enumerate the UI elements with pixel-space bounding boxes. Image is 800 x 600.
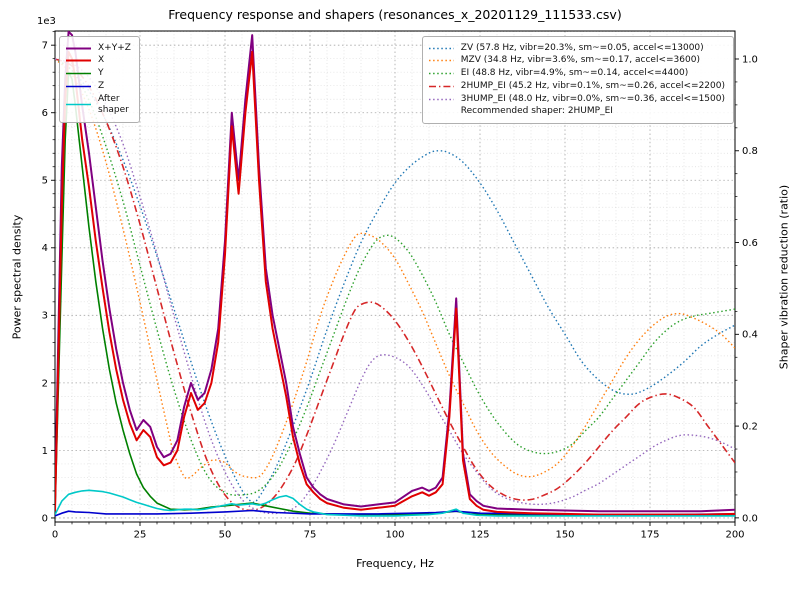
svg-text:5: 5: [42, 176, 48, 187]
svg-text:75: 75: [304, 530, 317, 541]
series-psd-after-shaper: [55, 489, 735, 517]
legend-item-label: X: [98, 55, 105, 66]
svg-text:3: 3: [42, 311, 48, 322]
y-axis-label-right: Shaper vibration reduction (ratio): [777, 184, 791, 370]
svg-text:2: 2: [42, 378, 48, 389]
svg-text:0.4: 0.4: [742, 330, 758, 341]
svg-text:1.0: 1.0: [742, 54, 758, 65]
svg-text:50: 50: [219, 530, 232, 541]
svg-text:0.6: 0.6: [742, 238, 758, 249]
legend-item-label: MZV (34.8 Hz, vibr=3.6%, sm~=0.17, accel…: [460, 55, 700, 66]
legend-item-label: 3HUMP_EI (48.0 Hz, vibr=0.0%, sm~=0.36, …: [460, 93, 725, 104]
series-shaper-mzv: [55, 58, 735, 480]
svg-text:0.8: 0.8: [742, 146, 758, 157]
legend-item: X+Y+Z: [65, 43, 131, 54]
svg-text:0: 0: [42, 513, 48, 524]
chart-title: Frequency response and shapers (resonanc…: [168, 7, 622, 22]
legend-item-label: After shaper: [98, 93, 129, 115]
svg-text:4: 4: [42, 243, 48, 254]
legend-line-sample: [66, 59, 91, 62]
legend-line-sample: [66, 103, 91, 106]
legend-line-sample: [428, 47, 454, 49]
y-axis-offset-text: 1e3: [37, 16, 56, 27]
svg-text:0: 0: [52, 530, 58, 541]
series-shaper-3hump-ei: [55, 58, 735, 515]
legend-item: Z: [65, 81, 131, 92]
legend-item: X: [65, 55, 131, 66]
legend-item: Y: [65, 68, 131, 79]
legend-item: 3HUMP_EI (48.0 Hz, vibr=0.0%, sm~=0.36, …: [428, 94, 725, 105]
svg-text:125: 125: [470, 530, 489, 541]
svg-text:0.0: 0.0: [742, 513, 758, 524]
svg-text:175: 175: [640, 530, 659, 541]
x-axis-label: Frequency, Hz: [356, 557, 434, 570]
legend-line-sample: [66, 47, 91, 50]
legend-line-sample: [66, 72, 91, 75]
legend-item: After shaper: [65, 94, 131, 117]
legend-line-sample: [66, 85, 91, 88]
series-psd-x: [55, 50, 735, 516]
legend-item-label: 2HUMP_EI (45.2 Hz, vibr=0.1%, sm~=0.26, …: [460, 80, 725, 91]
svg-text:150: 150: [555, 530, 574, 541]
y-axis-label-left: Power spectral density: [10, 214, 24, 340]
legend-item: MZV (34.8 Hz, vibr=3.6%, sm~=0.17, accel…: [428, 55, 725, 66]
legend-item: 2HUMP_EI (45.2 Hz, vibr=0.1%, sm~=0.26, …: [428, 81, 725, 92]
svg-text:6: 6: [42, 108, 48, 119]
legend-item: EI (48.8 Hz, vibr=4.9%, sm~=0.14, accel<…: [428, 68, 725, 79]
series-lines: [55, 31, 735, 517]
legend-line-sample: [428, 98, 454, 100]
svg-text:25: 25: [134, 530, 147, 541]
axes: 0 25 50 75 100 125 150 175 200 0 1 2 3 4 5 6 7 0.0 0.2 0.4 0…: [42, 30, 758, 541]
legend-line-sample: [428, 72, 454, 75]
legend-item-label: EI (48.8 Hz, vibr=4.9%, sm~=0.14, accel<…: [460, 68, 689, 78]
svg-text:7: 7: [42, 41, 48, 52]
legend-item-label: Y: [98, 68, 104, 78]
legend-item-label: Z: [98, 80, 105, 91]
svg-text:200: 200: [725, 530, 744, 541]
series-shaper-zv: [55, 58, 735, 504]
legend-item: ZV (57.8 Hz, vibr=20.3%, sm~=0.05, accel…: [428, 43, 725, 54]
svg-text:0.2: 0.2: [742, 421, 758, 432]
legend-right: ZV (57.8 Hz, vibr=20.3%, sm~=0.05, accel…: [421, 36, 734, 124]
legend-line-sample: [428, 60, 454, 62]
svg-text:100: 100: [385, 530, 404, 541]
svg-text:1: 1: [42, 446, 48, 457]
series-shaper-2hump-ei: [55, 58, 735, 512]
series-shaper-ei: [55, 58, 735, 496]
legend-line-sample: [428, 85, 454, 88]
legend-item-label: X+Y+Z: [98, 42, 131, 53]
legend-item: Recommended shaper: 2HUMP_EI: [428, 106, 725, 117]
legend-item-label: Recommended shaper: 2HUMP_EI: [460, 106, 613, 117]
series-psd-z: [55, 509, 735, 517]
legend-left: X+Y+Z X Y Z After shaper: [59, 36, 140, 123]
legend-item-label: ZV (57.8 Hz, vibr=20.3%, sm~=0.05, accel…: [460, 42, 704, 53]
